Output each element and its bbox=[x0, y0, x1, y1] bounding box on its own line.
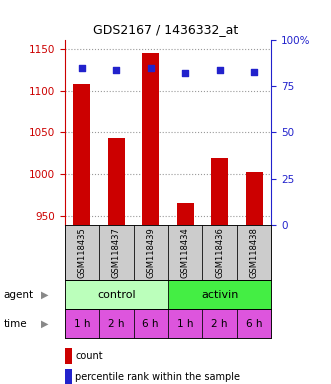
Bar bbox=[211, 157, 228, 225]
Bar bbox=[246, 172, 263, 225]
Text: GSM118434: GSM118434 bbox=[181, 227, 190, 278]
Point bbox=[183, 70, 188, 76]
Point bbox=[114, 67, 119, 73]
Bar bbox=[73, 84, 90, 225]
Text: 6 h: 6 h bbox=[246, 318, 262, 329]
Bar bbox=[177, 203, 194, 225]
Bar bbox=[142, 53, 159, 225]
Text: ▶: ▶ bbox=[41, 318, 48, 329]
Text: GSM118435: GSM118435 bbox=[77, 227, 86, 278]
Text: GSM118437: GSM118437 bbox=[112, 227, 121, 278]
Text: GSM118436: GSM118436 bbox=[215, 227, 224, 278]
Point bbox=[148, 65, 153, 71]
Text: 1 h: 1 h bbox=[73, 318, 90, 329]
Text: control: control bbox=[97, 290, 136, 300]
Text: 2 h: 2 h bbox=[212, 318, 228, 329]
Bar bbox=[108, 138, 125, 225]
Text: percentile rank within the sample: percentile rank within the sample bbox=[75, 372, 240, 382]
Text: time: time bbox=[3, 318, 27, 329]
Text: GDS2167 / 1436332_at: GDS2167 / 1436332_at bbox=[93, 23, 238, 36]
Text: agent: agent bbox=[3, 290, 33, 300]
Text: GSM118438: GSM118438 bbox=[250, 227, 259, 278]
Point bbox=[79, 65, 84, 71]
Text: count: count bbox=[75, 351, 103, 361]
Point bbox=[252, 69, 257, 75]
Text: ▶: ▶ bbox=[41, 290, 48, 300]
Text: 1 h: 1 h bbox=[177, 318, 194, 329]
Text: GSM118439: GSM118439 bbox=[146, 227, 155, 278]
Text: activin: activin bbox=[201, 290, 238, 300]
Text: 6 h: 6 h bbox=[142, 318, 159, 329]
Point bbox=[217, 67, 222, 73]
Text: 2 h: 2 h bbox=[108, 318, 124, 329]
